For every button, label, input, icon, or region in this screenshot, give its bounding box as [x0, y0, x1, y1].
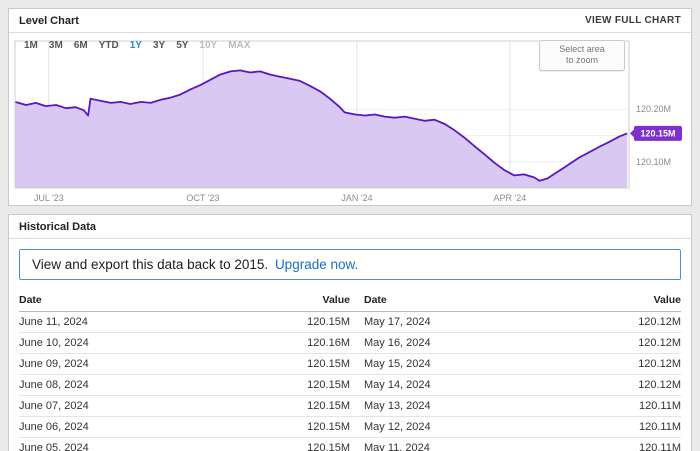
column-header-date-0: Date [19, 290, 198, 312]
value-cell: 120.11M [528, 437, 681, 451]
date-cell: May 15, 2024 [349, 353, 529, 375]
range-button-5y[interactable]: 5Y [176, 40, 189, 51]
range-button-max: MAX [228, 40, 251, 51]
value-cell: 120.15M [197, 395, 350, 417]
level-chart-header: Level Chart VIEW FULL CHART [9, 9, 691, 33]
value-cell: 120.15M [197, 437, 350, 451]
level-line [14, 69, 628, 182]
date-cell: May 14, 2024 [349, 374, 529, 396]
date-cell: May 16, 2024 [349, 332, 529, 354]
select-area-to-zoom-button[interactable]: Select area to zoom [539, 40, 625, 71]
view-full-chart-link[interactable]: VIEW FULL CHART [585, 15, 681, 26]
zoom-button-line1: Select area [559, 44, 605, 54]
upgrade-now-link[interactable]: Upgrade now. [274, 257, 359, 272]
value-cell: 120.15M [197, 353, 350, 375]
x-axis-label: JAN '24 [341, 193, 372, 203]
upgrade-notice: View and export this data back to 2015. … [19, 249, 681, 280]
chart-area: 1M 3M 6M YTD 1Y 3Y 5Y 10Y MAX Select area to zoo… [9, 33, 691, 205]
range-button-10y: 10Y [199, 40, 218, 51]
date-cell: June 11, 2024 [19, 311, 198, 333]
svg-text:120.15M: 120.15M [640, 128, 675, 138]
plot-border [14, 40, 630, 189]
value-cell: 120.11M [528, 395, 681, 417]
level-area-chart[interactable]: JUL '23 OCT '23 JAN '24 APR '24 120.20M 120.1… [9, 33, 691, 205]
table-row: June 11, 2024 120.15M May 17, 2024 120.12M [19, 311, 681, 333]
range-button-3m[interactable]: 3M [48, 40, 63, 51]
value-cell: 120.12M [528, 353, 681, 375]
range-button-3y[interactable]: 3Y [152, 40, 166, 51]
value-cell: 120.12M [528, 374, 681, 396]
value-cell: 120.12M [528, 332, 681, 354]
table-row: June 05, 2024 120.15M May 11, 2024 120.11M [19, 437, 681, 451]
level-chart-title: Level Chart [19, 14, 79, 27]
range-button-ytd[interactable]: YTD [98, 40, 119, 51]
zoom-button-line2: to zoom [565, 55, 598, 66]
value-cell: 120.12M [528, 311, 681, 333]
upgrade-notice-text: View and export this data back to 2015. [32, 257, 269, 272]
table-row: June 10, 2024 120.16M May 16, 2024 120.12M [19, 332, 681, 354]
range-button-6m[interactable]: 6M [73, 40, 88, 51]
level-chart-panel: Level Chart VIEW FULL CHART 1M 3M 6M YTD 1Y 3… [8, 8, 692, 206]
table-row: June 06, 2024 120.15M May 12, 2024 120.11M [19, 416, 681, 438]
table-row: June 08, 2024 120.15M May 14, 2024 120.12M [19, 374, 681, 396]
range-button-1m[interactable]: 1M [24, 40, 38, 51]
date-cell: June 06, 2024 [19, 416, 198, 438]
x-axis-label: JUL '23 [34, 193, 64, 203]
current-value-badge: 120.15M [630, 125, 682, 141]
date-cell: May 12, 2024 [349, 416, 529, 438]
x-axis-label: APR '24 [494, 193, 527, 203]
date-cell: June 07, 2024 [19, 395, 198, 417]
value-cell: 120.15M [197, 416, 350, 438]
range-button-1y[interactable]: 1Y [129, 40, 142, 51]
date-cell: June 09, 2024 [19, 353, 198, 375]
historical-data-table: Date Value Date Value June 11, 2024 120.15M M… [19, 290, 681, 451]
y-axis-label: 120.20M [636, 104, 671, 114]
value-cell: 120.16M [197, 332, 350, 354]
table-row: June 09, 2024 120.15M May 15, 2024 120.12M [19, 353, 681, 375]
date-cell: June 05, 2024 [19, 437, 198, 451]
date-cell: May 11, 2024 [349, 437, 529, 451]
table-header-row: Date Value Date Value [19, 290, 681, 312]
column-header-value-3: Value [528, 290, 681, 312]
x-axis-label: OCT '23 [186, 193, 219, 203]
historical-data-header: Historical Data [9, 215, 691, 239]
column-header-date-2: Date [349, 290, 529, 312]
area-fill [15, 70, 628, 188]
date-cell: June 08, 2024 [19, 374, 198, 396]
date-cell: May 17, 2024 [349, 311, 529, 333]
table-row: June 07, 2024 120.15M May 13, 2024 120.11M [19, 395, 681, 417]
column-header-value-1: Value [197, 290, 350, 312]
value-cell: 120.11M [528, 416, 681, 438]
historical-data-title: Historical Data [19, 220, 97, 233]
date-cell: May 13, 2024 [349, 395, 529, 417]
value-cell: 120.15M [197, 311, 350, 333]
range-toolbar: 1M 3M 6M YTD 1Y 3Y 5Y 10Y MAX [23, 40, 251, 51]
value-cell: 120.15M [197, 374, 350, 396]
historical-data-panel: Historical Data View and export this dat… [8, 214, 692, 451]
y-axis-label: 120.10M [636, 157, 671, 167]
date-cell: June 10, 2024 [19, 332, 198, 354]
